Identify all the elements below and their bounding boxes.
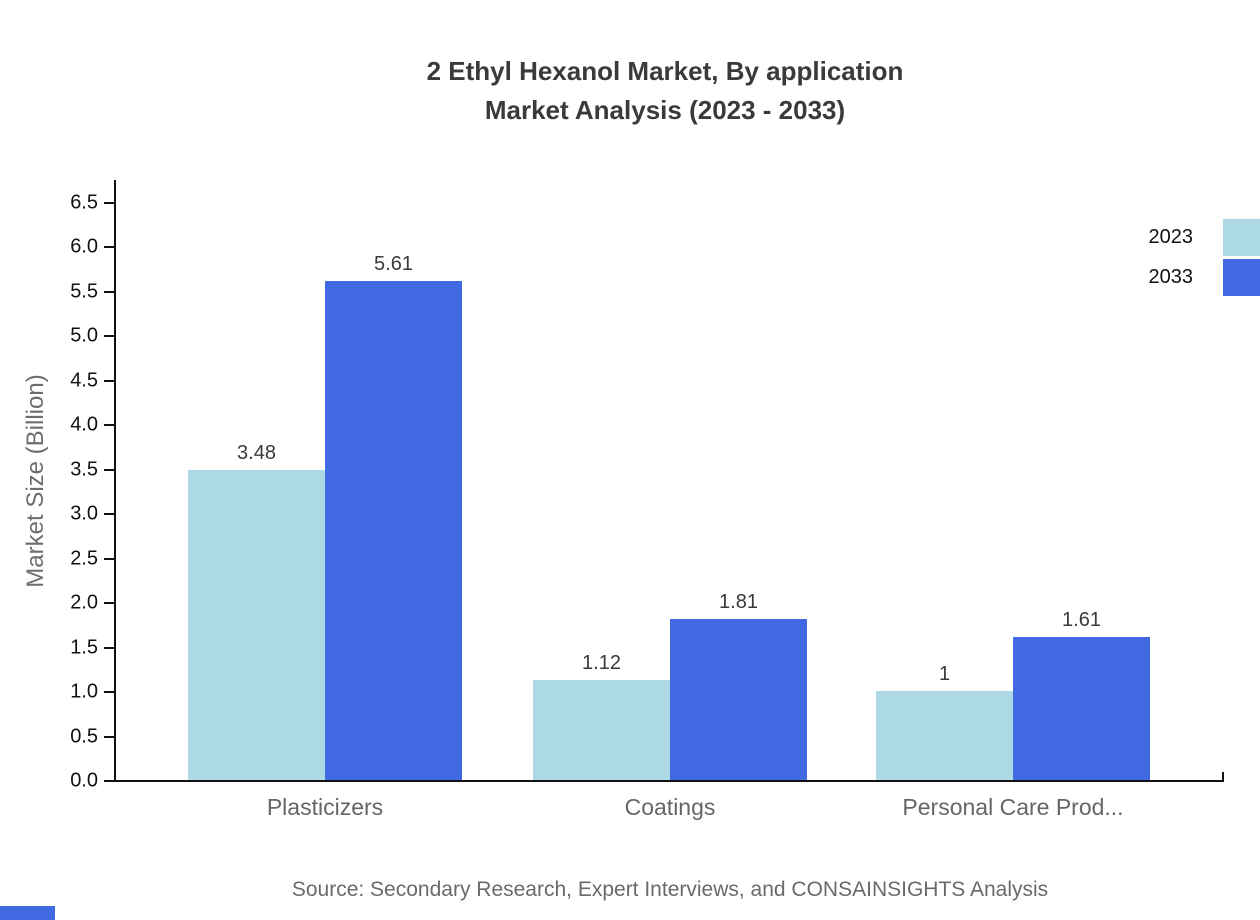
y-tick-label: 1.0 [70,680,98,703]
y-tick-label: 3.0 [70,502,98,525]
y-tick-label: 5.0 [70,324,98,347]
value-label-2023-1: 1.12 [582,652,621,674]
bottom-left-accent-bar [0,906,55,920]
value-label-2033-1: 1.81 [719,591,758,613]
y-tick-label: 0.0 [70,769,98,792]
chart-title-line1: 2 Ethyl Hexanol Market, By application [426,56,904,86]
y-tick-label: 0.5 [70,725,98,747]
bar-2033-0 [325,281,462,780]
chart-title: 2 Ethyl Hexanol Market, By application M… [70,52,1260,130]
y-tick [104,646,114,649]
legend: 2023 2033 [1149,219,1260,299]
y-tick [104,557,114,560]
value-label-2023-0: 3.48 [237,442,276,464]
y-tick [104,691,114,693]
y-tick [104,335,114,337]
y-tick-label: 4.5 [70,369,98,391]
value-label-2023-2: 1 [938,663,951,685]
y-tick-label: 5.5 [70,280,98,302]
y-tick [104,735,114,738]
y-tick-label: 4.0 [70,413,98,436]
value-label-2033-2: 1.61 [1062,609,1101,631]
y-tick [104,424,114,426]
legend-item-2023: 2023 [1149,219,1260,256]
legend-swatch-2033 [1223,259,1260,296]
bar-2033-2 [1013,637,1150,780]
y-tick [104,468,114,471]
legend-label-2023: 2023 [1148,226,1194,248]
y-tick-label: 6.5 [70,191,98,213]
chart-title-line2: Market Analysis (2023 - 2033) [484,95,846,125]
legend-swatch-2023 [1223,219,1260,256]
category-label-1: Coatings [624,794,716,820]
legend-label-2033: 2033 [1148,266,1194,288]
y-tick-label: 3.5 [70,458,98,480]
y-tick-label: 2.5 [70,547,98,569]
value-label-2033-0: 5.61 [374,253,413,275]
y-tick [104,290,114,293]
y-tick [104,201,114,204]
x-end-tick [1222,772,1224,782]
y-tick [104,246,114,248]
y-tick [104,602,114,604]
bar-2023-0 [188,470,325,780]
category-label-0: Plasticizers [266,794,384,820]
y-tick [104,780,114,782]
source-note: Source: Secondary Research, Expert Inter… [291,878,1049,901]
x-axis-line [114,780,1222,782]
y-tick-label: 2.0 [70,591,98,614]
bar-2023-1 [533,680,670,780]
y-tick [104,513,114,515]
y-tick-label: 1.5 [70,636,98,658]
y-axis-line [114,180,116,782]
y-tick [104,379,114,382]
legend-item-2033: 2033 [1149,259,1260,296]
bar-2033-1 [670,619,807,780]
bar-2023-2 [876,691,1013,780]
category-label-2: Personal Care Prod... [902,794,1124,820]
y-tick-label: 6.0 [70,235,98,258]
